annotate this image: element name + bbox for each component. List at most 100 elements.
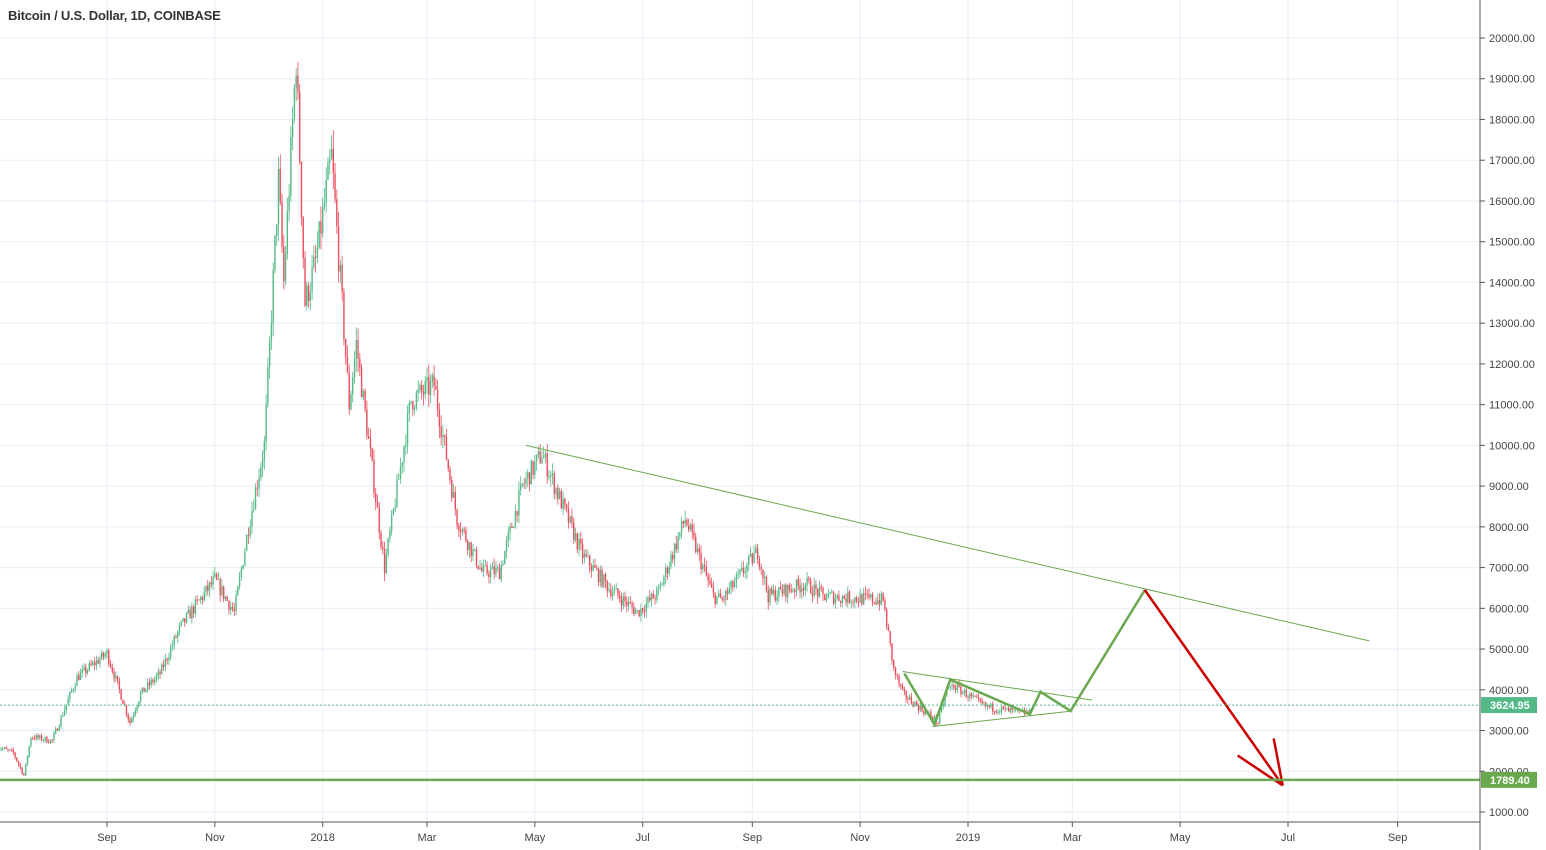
candle-body — [790, 589, 792, 592]
candle-body — [748, 556, 750, 565]
candle-body — [254, 487, 257, 510]
candle-body — [596, 567, 598, 570]
candle-body — [949, 686, 952, 688]
candle-body — [475, 549, 478, 566]
candle-body — [431, 375, 434, 382]
candle-body — [527, 472, 529, 479]
candle-body — [961, 692, 964, 695]
candle-body — [573, 522, 575, 541]
candle-body — [240, 568, 243, 577]
candle-body — [362, 390, 365, 398]
candle-body — [976, 696, 978, 698]
drawings[interactable] — [0, 444, 1480, 787]
candle-body — [203, 592, 205, 601]
candle-body — [672, 554, 674, 560]
candle-body — [398, 478, 400, 480]
candle-body — [778, 587, 780, 597]
price-axis[interactable]: 1000.002000.003000.004000.005000.006000.… — [1480, 33, 1535, 819]
candle-body — [548, 476, 550, 478]
candle-body — [405, 445, 407, 447]
candle-body — [1011, 708, 1013, 710]
projection-path — [903, 589, 1146, 728]
candle-body — [125, 705, 128, 715]
candle-body — [173, 636, 175, 646]
candle-body — [756, 547, 759, 560]
candle-body — [640, 608, 642, 617]
candle-body — [990, 703, 992, 707]
candle-body — [184, 618, 186, 623]
candle-body — [585, 553, 587, 557]
candle-body — [974, 695, 976, 697]
arrow-head — [1272, 738, 1284, 786]
candle-body — [758, 559, 761, 567]
candle-body — [843, 596, 845, 599]
candle-body — [742, 567, 745, 574]
candle-body — [675, 543, 677, 550]
time-axis[interactable]: Sep Nov 2018 Mar May Jul Sep Nov 2019 Mar May Jul Se… — [97, 822, 1407, 844]
candle-body — [442, 434, 444, 438]
candle-body — [641, 608, 644, 612]
candle-body — [284, 254, 287, 282]
candle-body — [76, 675, 78, 687]
candle-body — [120, 689, 122, 700]
candle-body — [663, 577, 665, 585]
candle-body — [689, 524, 692, 530]
candle-body — [341, 265, 343, 292]
candle-body — [514, 510, 517, 527]
candle-body — [716, 596, 718, 604]
candle-body — [749, 553, 752, 557]
candle-body — [226, 596, 228, 601]
candle-body — [590, 566, 593, 571]
candle-body — [500, 564, 502, 580]
candle-body — [967, 697, 969, 699]
candle-body — [277, 168, 280, 225]
candle-body — [603, 574, 605, 587]
candle-body — [360, 367, 363, 398]
candle-body — [624, 596, 626, 602]
candle-body — [1000, 706, 1003, 712]
candle-body — [385, 554, 388, 574]
candle-body — [737, 573, 739, 575]
candle-body — [150, 679, 152, 686]
time-tick-label: 2018 — [310, 832, 334, 844]
chart-title: Bitcoin / U.S. Dollar, 1D, COINBASE — [8, 8, 221, 23]
candle-body — [267, 366, 269, 405]
candle-body — [32, 738, 34, 739]
candle-body — [410, 401, 412, 404]
candle-body — [802, 588, 805, 591]
triangle-upper-line — [902, 670, 1092, 701]
candle-body — [63, 710, 66, 716]
candle-body — [984, 702, 987, 707]
candle-body — [891, 643, 893, 661]
price-tick-label: 15000.00 — [1489, 237, 1535, 249]
candle-body — [58, 726, 60, 731]
candle-body — [40, 735, 43, 741]
candle-body — [187, 610, 190, 614]
candle-body — [518, 490, 520, 516]
candle-body — [207, 585, 209, 591]
candle-body — [276, 224, 278, 236]
candle-body — [359, 358, 361, 368]
candle-body — [827, 593, 830, 598]
candle-body — [1007, 707, 1010, 712]
candle-body — [286, 211, 289, 255]
candle-body — [841, 596, 844, 603]
candle-body — [903, 689, 906, 692]
candle-body — [129, 719, 131, 723]
candle-body — [923, 710, 925, 715]
candle-body — [491, 566, 494, 570]
time-tick-label: Jul — [1281, 832, 1295, 844]
candle-body — [10, 749, 13, 751]
candle-body — [562, 498, 564, 509]
candle-body — [583, 553, 586, 559]
candle-body — [983, 702, 985, 704]
candle-body — [180, 621, 182, 625]
time-tick-label: Nov — [205, 832, 225, 844]
candle-body — [498, 567, 501, 580]
candle-body — [993, 711, 996, 713]
candle-body — [809, 580, 812, 594]
candle-body — [86, 669, 89, 673]
candle-body — [219, 579, 221, 595]
candle-body — [613, 589, 616, 593]
